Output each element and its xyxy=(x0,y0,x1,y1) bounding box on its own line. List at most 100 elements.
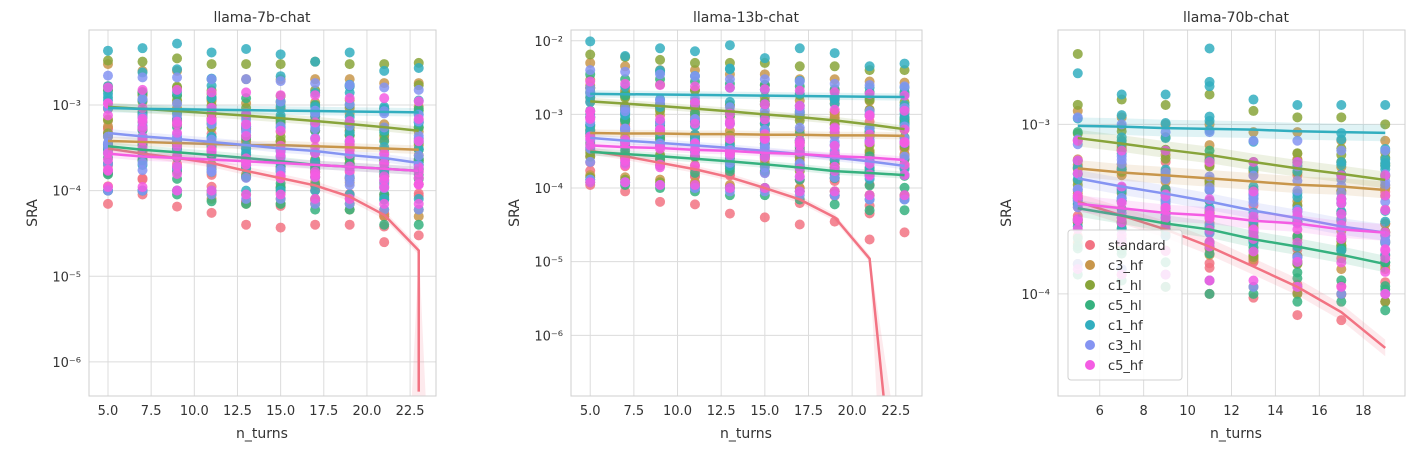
x-axis-label: n_turns xyxy=(1210,426,1262,442)
data-point xyxy=(1248,186,1259,197)
data-point xyxy=(1204,205,1215,216)
data-point xyxy=(172,64,183,75)
data-point xyxy=(1204,76,1215,87)
x-tick-label: 20.0 xyxy=(838,404,867,419)
data-point xyxy=(1380,170,1391,181)
regression-line xyxy=(107,147,420,392)
data-point xyxy=(379,174,390,185)
data-point xyxy=(759,99,770,110)
data-point xyxy=(1380,253,1391,264)
data-point xyxy=(794,122,805,133)
data-point xyxy=(1116,110,1127,121)
data-point xyxy=(1292,156,1303,167)
legend: standard c3_hf c1_hl c5_hl c1_hf c3_hl c5_hf xyxy=(1067,229,1183,381)
data-point xyxy=(1072,215,1083,226)
data-point xyxy=(759,212,770,223)
y-tick-label: 10⁻⁴ xyxy=(52,185,81,200)
x-tick-label: 15.0 xyxy=(266,404,295,419)
data-point xyxy=(1336,198,1347,209)
data-point xyxy=(379,182,390,193)
data-point xyxy=(137,157,148,168)
data-point xyxy=(829,104,840,115)
legend-marker xyxy=(1085,340,1095,350)
data-point xyxy=(689,57,700,68)
data-point xyxy=(585,49,596,60)
regression-line xyxy=(590,92,905,99)
data-point xyxy=(137,165,148,176)
x-tick-label: 10 xyxy=(1179,404,1196,419)
y-tick-label: 10⁻³ xyxy=(1021,118,1050,133)
x-tick-label: 22.5 xyxy=(881,404,910,419)
data-point xyxy=(899,105,910,116)
data-point xyxy=(172,127,183,138)
data-point xyxy=(1248,105,1259,116)
data-point xyxy=(310,133,321,144)
data-point xyxy=(413,150,424,161)
data-point xyxy=(1380,160,1391,171)
data-point xyxy=(689,46,700,57)
data-point xyxy=(206,185,217,196)
data-point xyxy=(759,114,770,125)
data-point xyxy=(1204,115,1215,126)
data-point xyxy=(102,70,113,81)
x-tick-label: 7.5 xyxy=(624,404,645,419)
data-point xyxy=(1292,100,1303,111)
data-point xyxy=(1380,216,1391,227)
data-point xyxy=(275,150,286,161)
data-point xyxy=(1336,209,1347,220)
data-point xyxy=(1204,275,1215,286)
data-point xyxy=(102,55,113,66)
x-tick-label: 17.5 xyxy=(794,404,823,419)
data-point xyxy=(689,97,700,108)
data-point xyxy=(102,182,113,193)
data-point xyxy=(1380,266,1391,277)
data-point xyxy=(899,124,910,135)
data-point xyxy=(344,219,355,230)
data-point xyxy=(689,81,700,92)
data-point xyxy=(1380,281,1391,292)
data-point xyxy=(620,103,631,114)
data-point xyxy=(1116,198,1127,209)
data-point xyxy=(102,82,113,93)
data-point xyxy=(275,125,286,136)
data-point xyxy=(620,177,631,188)
data-point xyxy=(1248,135,1259,146)
legend-label: standard xyxy=(1108,239,1166,254)
data-point xyxy=(137,72,148,83)
data-point xyxy=(413,230,424,241)
regression-line xyxy=(590,150,905,177)
data-point xyxy=(585,36,596,47)
confidence-band xyxy=(1077,199,1386,273)
data-point xyxy=(585,57,596,68)
data-point xyxy=(1292,112,1303,123)
data-point xyxy=(137,56,148,67)
data-point xyxy=(413,113,424,124)
data-point xyxy=(759,168,770,179)
data-point xyxy=(137,113,148,124)
data-point xyxy=(206,47,217,58)
panel-title: llama-7b-chat xyxy=(213,10,311,26)
panel-title: llama-70b-chat xyxy=(1183,10,1290,26)
x-tick-label: 6 xyxy=(1096,404,1104,419)
y-axis-label: SRA xyxy=(25,199,41,227)
data-point xyxy=(206,59,217,70)
data-point xyxy=(585,177,596,188)
data-point xyxy=(1292,288,1303,299)
data-point xyxy=(1072,68,1083,79)
x-tick-label: 22.5 xyxy=(396,404,425,419)
data-point xyxy=(206,87,217,98)
data-point xyxy=(1292,185,1303,196)
confidence-band xyxy=(590,97,905,133)
data-point xyxy=(759,84,770,95)
data-point xyxy=(724,208,735,219)
data-point xyxy=(1072,155,1083,166)
data-point xyxy=(172,185,183,196)
data-point xyxy=(1336,145,1347,156)
legend-marker xyxy=(1085,360,1095,370)
data-point xyxy=(1204,185,1215,196)
regression-line xyxy=(590,149,885,396)
data-point xyxy=(689,71,700,82)
data-point xyxy=(344,93,355,104)
data-point xyxy=(759,74,770,85)
x-axis-label: n_turns xyxy=(236,426,288,442)
